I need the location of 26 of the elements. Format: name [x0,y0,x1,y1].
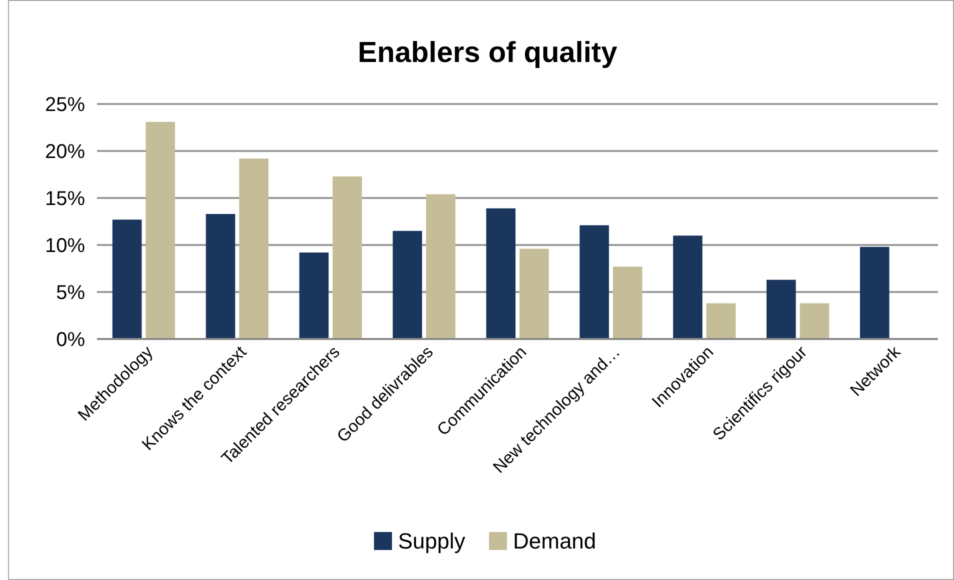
bar [146,122,176,339]
chart-title: Enablers of quality [358,37,618,69]
y-tick-label: 5% [56,282,86,304]
bar [612,266,642,339]
y-tick-label: 15% [44,188,86,210]
bar [206,214,236,339]
bar [332,176,362,339]
bar [766,280,796,339]
y-tick-label: 0% [56,329,86,351]
bar [706,303,736,339]
y-tick-label: 25% [44,94,86,116]
bar [239,158,268,339]
y-tick-label: 20% [44,141,86,163]
legend-label: Demand [513,528,596,554]
bar [800,303,830,339]
y-tick-label: 10% [44,235,86,257]
bar [426,194,456,339]
bar [580,225,609,339]
bar [520,248,549,339]
bar [299,252,329,339]
bar [673,236,702,339]
legend-label: Supply [398,528,466,554]
bar [486,208,516,339]
bar [112,220,142,339]
bar [860,246,890,339]
bar [392,230,422,339]
